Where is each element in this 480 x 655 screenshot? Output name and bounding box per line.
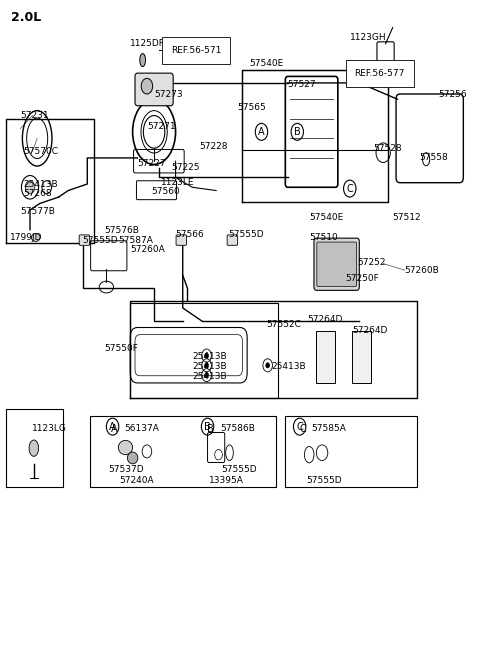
FancyBboxPatch shape [316,331,336,383]
Text: 1123LE: 1123LE [161,178,195,187]
Text: 57225: 57225 [171,163,199,172]
Circle shape [204,373,208,378]
Text: 57528: 57528 [373,143,402,153]
Text: 57273: 57273 [154,90,183,98]
Circle shape [204,353,208,358]
Text: B: B [206,424,213,434]
Text: 57271: 57271 [147,122,176,131]
Text: 57558: 57558 [419,153,448,162]
Text: 1125DF: 1125DF [130,39,165,48]
Text: 57576B: 57576B [104,227,139,235]
Text: 57586B: 57586B [220,424,255,433]
Text: 25413B: 25413B [192,352,227,362]
Text: 57228: 57228 [199,141,228,151]
Text: REF.56-571: REF.56-571 [168,45,223,55]
Text: 57555D: 57555D [221,465,256,474]
Text: 57585A: 57585A [312,424,347,433]
Text: 2.0L: 2.0L [11,11,41,24]
Text: C: C [296,422,303,432]
Text: 57555D: 57555D [83,236,118,245]
Text: 57587A: 57587A [118,236,153,245]
FancyBboxPatch shape [314,238,360,290]
Text: 57540E: 57540E [250,59,284,68]
FancyBboxPatch shape [79,235,90,246]
Text: C: C [300,424,306,434]
Text: 25413B: 25413B [271,362,306,371]
Text: REF.56-571: REF.56-571 [171,46,221,55]
Text: C: C [347,183,353,194]
Text: 57268: 57268 [23,189,51,198]
Text: 57565: 57565 [238,103,266,111]
Text: 57250F: 57250F [345,274,379,283]
Text: 57555D: 57555D [306,476,341,485]
Text: REF.56-577: REF.56-577 [355,68,409,78]
Text: 57260B: 57260B [405,266,439,274]
Ellipse shape [140,54,145,67]
Text: 57560: 57560 [152,187,180,196]
Text: 57552C: 57552C [266,320,301,329]
Ellipse shape [127,452,138,464]
Ellipse shape [118,440,132,455]
Text: A: A [258,127,265,137]
Text: 1123GH: 1123GH [350,33,386,42]
Text: 57537D: 57537D [109,465,144,474]
Circle shape [266,363,270,368]
Text: 57527: 57527 [288,81,316,89]
Text: 25413B: 25413B [192,362,227,371]
Text: 57510: 57510 [309,233,338,242]
Text: 57260A: 57260A [130,245,165,253]
Text: A: A [109,422,116,432]
Text: 57570C: 57570C [23,147,58,156]
Text: 56137A: 56137A [124,424,159,433]
Text: REF.56-577: REF.56-577 [355,69,405,78]
Text: 1123LG: 1123LG [33,424,67,433]
Text: 57264D: 57264D [352,326,387,335]
FancyBboxPatch shape [227,235,238,246]
Text: 25413B: 25413B [23,179,58,189]
Text: 57231: 57231 [21,111,49,120]
Text: 57264D: 57264D [307,315,342,324]
Text: 13395A: 13395A [209,476,244,485]
Text: 57566: 57566 [176,230,204,238]
FancyBboxPatch shape [176,235,187,246]
Circle shape [25,181,35,194]
Text: B: B [294,127,300,137]
Ellipse shape [32,234,40,242]
Text: 57540E: 57540E [309,214,344,223]
FancyBboxPatch shape [352,331,371,383]
Text: 57227: 57227 [137,159,166,168]
Ellipse shape [29,440,38,457]
Text: 57555D: 57555D [228,230,264,238]
Text: 57550F: 57550F [104,344,138,353]
Text: 57256: 57256 [438,90,467,98]
Circle shape [141,79,153,94]
Text: 25413B: 25413B [192,372,227,381]
Text: 1799JD: 1799JD [10,233,42,242]
FancyBboxPatch shape [135,73,173,105]
Text: B: B [204,422,211,432]
Text: 57240A: 57240A [120,476,155,485]
Circle shape [204,363,208,368]
Text: 57512: 57512 [393,214,421,223]
FancyBboxPatch shape [317,242,357,286]
Text: 57252: 57252 [357,258,385,267]
Text: A: A [111,424,118,434]
Text: 57577B: 57577B [21,207,55,216]
